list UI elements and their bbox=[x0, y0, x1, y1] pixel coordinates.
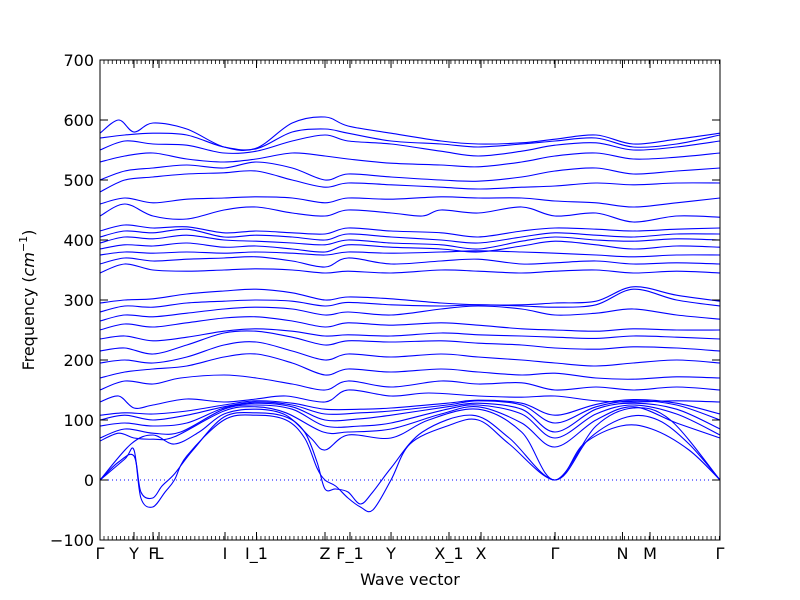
y-tick-label: 500 bbox=[63, 171, 94, 190]
y-tick-label: 200 bbox=[63, 351, 94, 370]
band-line-15 bbox=[100, 316, 720, 332]
x-tick-label: N bbox=[616, 544, 628, 563]
band-line-6 bbox=[100, 402, 720, 433]
band-line-17 bbox=[100, 288, 720, 313]
x-tick-label: F bbox=[148, 544, 157, 563]
band-line-5 bbox=[100, 404, 720, 439]
band-line-29 bbox=[100, 161, 720, 182]
y-tick-label: 700 bbox=[63, 51, 94, 70]
minor-ticks bbox=[103, 60, 720, 540]
y-axis: −100 0 100 200 300 400 500 600 700 bbox=[50, 51, 720, 550]
y-tick-label: 600 bbox=[63, 111, 94, 130]
band-line-7 bbox=[100, 400, 720, 424]
band-line-33 bbox=[100, 116, 720, 151]
band-line-24 bbox=[100, 228, 720, 244]
band-line-14 bbox=[100, 328, 720, 342]
band-line-12 bbox=[100, 341, 720, 367]
y-tick-label: 300 bbox=[63, 291, 94, 310]
band-line-27 bbox=[100, 196, 720, 208]
band-line-30 bbox=[100, 152, 720, 168]
x-tick-label: I bbox=[223, 544, 228, 563]
x-tick-label: X_1 bbox=[434, 544, 463, 564]
band-line-26 bbox=[100, 203, 720, 223]
x-tick-label: F_1 bbox=[336, 544, 363, 564]
band-line-31 bbox=[100, 134, 720, 157]
band-line-21 bbox=[100, 250, 720, 258]
band-line-16 bbox=[100, 305, 720, 322]
x-tick-label: Y bbox=[385, 544, 396, 563]
x-tick-label: Z bbox=[320, 544, 331, 563]
y-tick-label: 100 bbox=[63, 411, 94, 430]
x-tick-label: M bbox=[643, 544, 657, 563]
x-tick-label: Γ bbox=[551, 544, 560, 563]
band-line-19 bbox=[100, 263, 720, 274]
band-line-3 bbox=[100, 407, 720, 481]
x-tick-label: X bbox=[476, 544, 487, 563]
band-line-28 bbox=[100, 170, 720, 193]
y-tick-label: −100 bbox=[50, 531, 94, 550]
band-line-11 bbox=[100, 353, 720, 380]
band-line-8 bbox=[100, 399, 720, 416]
band-line-23 bbox=[100, 234, 720, 250]
y-axis-title: Frequency (cm−1) bbox=[17, 230, 38, 371]
x-axis: Γ Y FL I I_1 Z F_1 Y X_1 X Γ N M Γ bbox=[96, 60, 725, 564]
y-tick-label: 0 bbox=[84, 471, 94, 490]
band-line-20 bbox=[100, 256, 720, 268]
band-line-4 bbox=[100, 405, 720, 448]
x-tick-label: L bbox=[155, 544, 164, 563]
axes-frame bbox=[99, 59, 721, 541]
y-tick-label: 400 bbox=[63, 231, 94, 250]
band-line-22 bbox=[100, 240, 720, 253]
x-tick-label: I_1 bbox=[245, 544, 268, 564]
x-axis-title: Wave vector bbox=[360, 570, 460, 589]
x-tick-label: Y bbox=[128, 544, 139, 563]
x-tick-label: Γ bbox=[716, 544, 725, 563]
band-line-9 bbox=[100, 389, 720, 409]
band-line-2 bbox=[100, 411, 720, 505]
x-tick-label: Γ bbox=[96, 544, 105, 563]
band-line-10 bbox=[100, 374, 720, 391]
band-line-32 bbox=[100, 128, 720, 151]
band-line-18 bbox=[100, 286, 720, 306]
band-line-25 bbox=[100, 224, 720, 238]
band-line-13 bbox=[100, 330, 720, 355]
band-lines bbox=[100, 116, 720, 513]
